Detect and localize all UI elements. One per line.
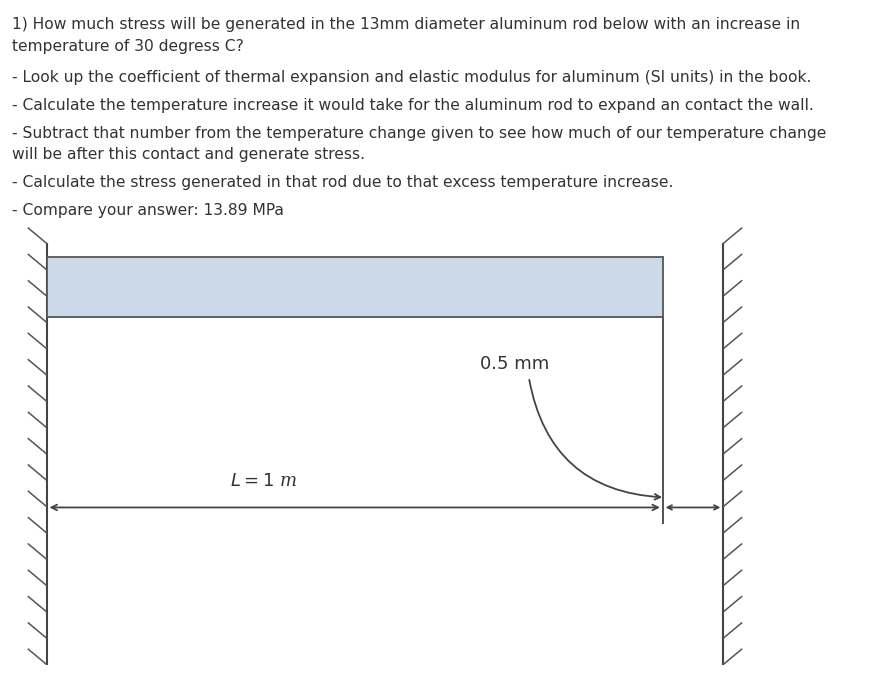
Text: - Calculate the stress generated in that rod due to that excess temperature incr: - Calculate the stress generated in that… xyxy=(12,175,673,190)
Text: temperature of 30 degress C?: temperature of 30 degress C? xyxy=(12,39,244,54)
Text: - Subtract that number from the temperature change given to see how much of our : - Subtract that number from the temperat… xyxy=(12,126,826,141)
Text: - Compare your answer: 13.89 MPa: - Compare your answer: 13.89 MPa xyxy=(12,204,284,218)
Text: 1) How much stress will be generated in the 13mm diameter aluminum rod below wit: 1) How much stress will be generated in … xyxy=(12,18,800,32)
Text: 0.5 mm: 0.5 mm xyxy=(480,355,549,373)
Text: - Look up the coefficient of thermal expansion and elastic modulus for aluminum : - Look up the coefficient of thermal exp… xyxy=(12,69,811,85)
Bar xyxy=(46,257,663,317)
Text: - Calculate the temperature increase it would take for the aluminum rod to expan: - Calculate the temperature increase it … xyxy=(12,98,814,113)
Text: will be after this contact and generate stress.: will be after this contact and generate … xyxy=(12,147,365,162)
Text: $L = 1$ m: $L = 1$ m xyxy=(230,472,297,490)
